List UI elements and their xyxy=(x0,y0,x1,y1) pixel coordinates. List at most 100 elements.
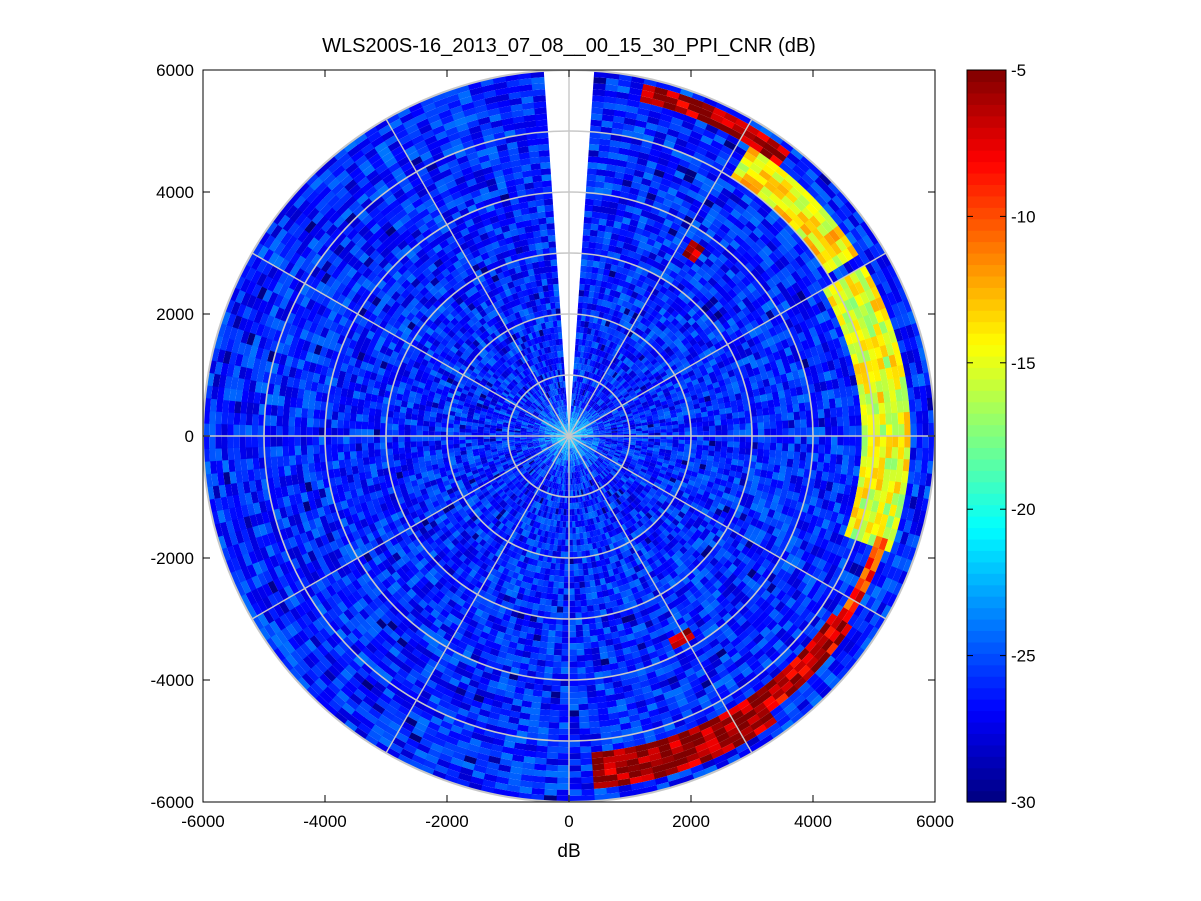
heatmap-cell xyxy=(545,415,551,421)
heatmap-cell xyxy=(603,421,610,425)
heatmap-cell xyxy=(535,466,541,473)
heatmap-cell xyxy=(571,460,574,467)
heatmap-cell xyxy=(558,575,565,583)
heatmap-cell xyxy=(554,424,560,429)
heatmap-cell xyxy=(577,563,584,570)
heatmap-cell xyxy=(598,427,605,430)
heatmap-cell xyxy=(584,481,588,489)
heatmap-cell xyxy=(584,412,590,418)
heatmap-cell xyxy=(597,474,603,481)
heatmap-cell xyxy=(574,520,579,528)
heatmap-cell xyxy=(606,400,613,406)
heatmap-cell xyxy=(574,437,581,439)
heatmap-cell xyxy=(580,416,585,422)
heatmap-cell xyxy=(621,451,628,455)
heatmap-cell xyxy=(541,402,547,408)
heatmap-cell xyxy=(542,464,548,471)
heatmap-cell xyxy=(591,444,598,448)
heatmap-cell xyxy=(555,422,561,428)
heatmap-cell xyxy=(522,405,529,411)
heatmap-cell xyxy=(594,405,600,411)
heatmap-cell xyxy=(573,440,579,445)
heatmap-cell xyxy=(601,404,608,410)
heatmap-cell xyxy=(563,418,567,425)
heatmap-cell xyxy=(726,446,734,454)
heatmap-cell xyxy=(532,402,539,408)
heatmap-cell xyxy=(610,444,617,448)
heatmap-cell xyxy=(565,441,568,448)
heatmap-cell xyxy=(589,465,595,472)
heatmap-cell xyxy=(559,484,563,491)
heatmap-cell xyxy=(597,445,604,449)
heatmap-cell xyxy=(586,452,592,458)
heatmap-cell xyxy=(579,464,583,471)
heatmap-cell xyxy=(526,467,533,473)
heatmap-cell xyxy=(594,461,600,467)
heatmap-cell xyxy=(520,440,527,443)
heatmap-cell xyxy=(562,459,565,467)
heatmap-cell xyxy=(582,419,588,425)
heatmap-cell xyxy=(573,418,576,425)
heatmap-cell xyxy=(604,444,611,448)
heatmap-cell xyxy=(540,411,547,417)
heatmap-cell xyxy=(576,445,582,451)
heatmap-cell xyxy=(574,437,581,441)
heatmap-cell xyxy=(596,390,602,397)
heatmap-cell xyxy=(560,459,564,466)
heatmap-cell xyxy=(597,391,603,398)
heatmap-cell xyxy=(535,421,542,425)
heatmap-cell xyxy=(582,448,588,453)
heatmap-cell xyxy=(544,479,550,487)
heatmap-cell xyxy=(559,428,565,433)
heatmap-cell xyxy=(574,459,578,466)
heatmap-cell xyxy=(528,419,536,424)
heatmap-cell xyxy=(563,460,566,467)
heatmap-cell xyxy=(585,377,590,385)
heatmap-cell xyxy=(477,429,484,434)
heatmap-cell xyxy=(579,457,584,464)
heatmap-cell xyxy=(578,423,584,429)
heatmap-cell xyxy=(404,441,411,448)
heatmap-cell xyxy=(536,467,542,474)
heatmap-cell xyxy=(569,442,572,449)
heatmap-cell xyxy=(515,461,522,467)
heatmap-cell xyxy=(580,440,587,443)
heatmap-cell xyxy=(601,450,609,455)
heatmap-cell xyxy=(555,444,561,450)
heatmap-cell xyxy=(585,384,590,391)
heatmap-cell xyxy=(576,421,581,427)
heatmap-cell xyxy=(541,422,548,427)
heatmap-cell xyxy=(537,452,544,457)
heatmap-cell xyxy=(410,430,417,437)
heatmap-cell xyxy=(574,412,577,419)
heatmap-cell xyxy=(577,477,581,484)
heatmap-cell xyxy=(539,462,545,468)
heatmap-cell xyxy=(592,412,598,418)
heatmap-cell xyxy=(593,439,600,442)
heatmap-cell xyxy=(621,419,629,423)
heatmap-cell xyxy=(574,406,577,413)
heatmap-cell xyxy=(577,400,581,407)
heatmap-cell xyxy=(726,452,733,460)
heatmap-cell xyxy=(539,404,545,410)
heatmap-cell xyxy=(602,405,609,411)
heatmap-cell xyxy=(565,441,568,448)
heatmap-cell xyxy=(574,432,581,435)
heatmap-cell xyxy=(547,284,554,292)
heatmap-cell xyxy=(623,427,630,431)
heatmap-cell xyxy=(715,425,722,432)
heatmap-cell xyxy=(563,453,566,460)
heatmap-cell xyxy=(587,378,592,386)
heatmap-cell xyxy=(585,453,591,459)
heatmap-cell xyxy=(524,453,531,458)
heatmap-cell xyxy=(605,432,612,435)
heatmap-cell xyxy=(602,478,609,485)
heatmap-cell xyxy=(546,425,553,429)
heatmap-cell xyxy=(572,460,575,467)
heatmap-cell xyxy=(586,441,593,444)
heatmap-cell xyxy=(556,433,563,436)
heatmap-cell xyxy=(591,424,598,428)
heatmap-cell xyxy=(591,402,597,408)
heatmap-cell xyxy=(604,443,611,447)
heatmap-cell xyxy=(527,443,534,447)
